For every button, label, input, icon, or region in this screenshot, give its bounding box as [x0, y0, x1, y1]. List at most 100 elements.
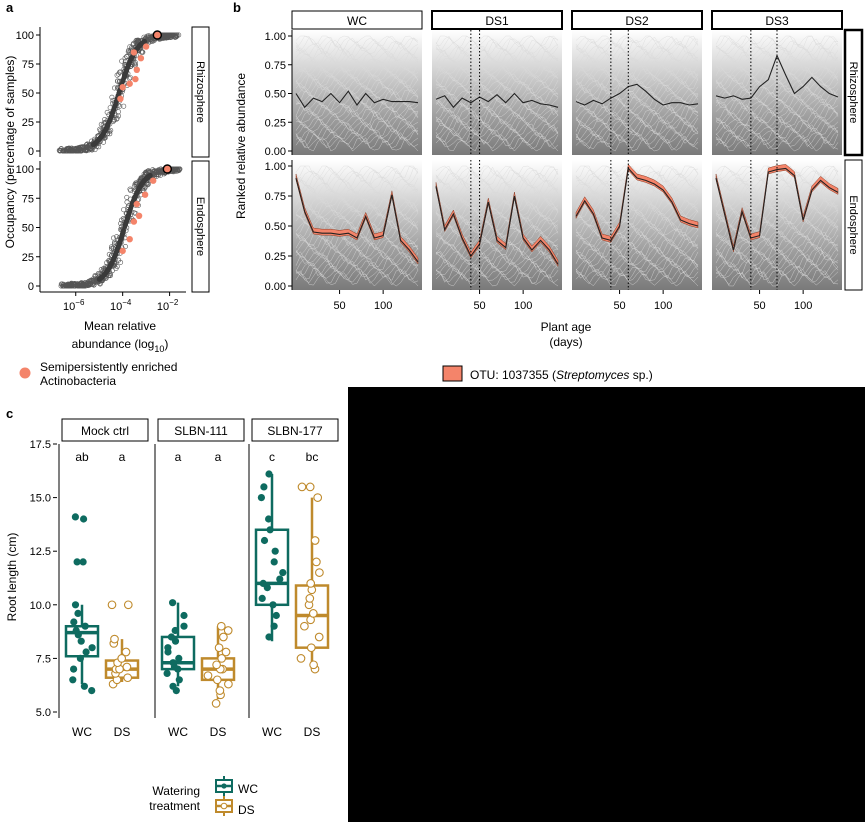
otu-point: [132, 61, 138, 67]
data-point: [219, 632, 228, 642]
data-point: [74, 609, 82, 618]
otu-point: [84, 142, 90, 148]
data-point: [70, 618, 78, 626]
ranked-otu-line: [295, 272, 419, 287]
x-label: DS: [210, 725, 227, 739]
otu-point: [119, 217, 125, 223]
ranked-otu-line: [435, 86, 559, 102]
highlight-point: [137, 55, 145, 62]
otu-point-dense: [109, 111, 115, 116]
ranked-otu-line: [575, 273, 699, 287]
ranked-otu-line: [715, 167, 839, 183]
panel-a-plot-area: [40, 27, 186, 157]
data-point: [167, 633, 175, 641]
data-point: [82, 648, 90, 656]
ranked-otu-line: [575, 247, 699, 265]
ranked-otu-line: [295, 65, 419, 81]
ranked-otu-line: [435, 260, 559, 277]
ranked-otu-line: [435, 186, 559, 200]
data-point: [169, 599, 177, 607]
data-point: [88, 687, 96, 695]
otu-point: [92, 273, 98, 279]
data-point: [175, 676, 183, 684]
ranked-otu-line: [575, 96, 699, 113]
ranked-otu-line: [435, 81, 559, 95]
panel-c-facet-slbn-111: SLBN-111 a WC a DS: [154, 418, 245, 739]
ranked-otu-line: [295, 90, 419, 107]
ranked-otu-line: [435, 205, 559, 221]
otu-point-dense: [100, 274, 106, 279]
panel-c-facet-mock-ctrl: Mock ctrl ab WC a DS: [58, 418, 149, 739]
ranked-otu-line: [575, 233, 699, 250]
otu-point: [94, 279, 100, 285]
data-point: [169, 682, 177, 690]
x-label: WC: [72, 725, 92, 739]
ranked-otu-line: [715, 82, 839, 98]
otu-point: [122, 244, 128, 250]
ranked-otu-line: [435, 200, 559, 216]
panel-a-strip: [191, 26, 210, 158]
ranked-otu-line: [435, 123, 559, 138]
significance-letter: c: [269, 450, 275, 464]
legend-a-text-2: Actinobacteria: [40, 374, 116, 388]
data-point: [308, 609, 318, 618]
legend-key-point: [220, 802, 228, 810]
otu-point: [128, 188, 134, 194]
ranked-otu-line: [575, 48, 699, 65]
ranked-otu-line: [295, 50, 419, 68]
otu-point: [131, 184, 137, 190]
otu-line: [575, 167, 699, 242]
otu-point: [174, 32, 180, 38]
otu-point: [76, 148, 82, 154]
panel-a-ylabel: Occupancy (percentage of samples): [3, 56, 17, 249]
otu-point-dense: [135, 44, 141, 50]
ranked-otu-line: [295, 236, 419, 251]
ranked-otu-line: [715, 179, 839, 196]
otu-point: [87, 281, 93, 287]
ranked-otu-line: [295, 202, 419, 220]
otu-point: [69, 147, 75, 153]
otu-point: [57, 148, 63, 154]
legend-c-title-1: Watering: [152, 784, 200, 798]
box-iqr: [254, 528, 290, 607]
ranked-otu-line: [295, 165, 419, 181]
ranked-otu-line: [435, 243, 559, 258]
y-tick-label: 100: [16, 30, 34, 42]
panel-b-facet-wc: WC 50 100: [291, 10, 423, 312]
ranked-otu-line: [435, 221, 559, 235]
panel-b-strip: [431, 10, 563, 30]
data-point: [217, 654, 227, 663]
otu-point: [122, 55, 128, 61]
data-point: [258, 594, 266, 603]
data-point: [315, 568, 324, 577]
ranked-otu-line: [435, 267, 559, 283]
ranked-otu-line: [295, 232, 419, 250]
data-point: [211, 699, 221, 708]
ranked-otu-line: [715, 196, 839, 214]
panel-b-label: b: [233, 0, 241, 15]
highlight-point: [130, 49, 138, 56]
ranked-otu-line: [295, 194, 419, 210]
otu-point: [131, 210, 137, 216]
ranked-otu-line: [435, 108, 559, 125]
ranked-otu-line: [435, 120, 559, 137]
ranked-otu-line: [575, 138, 699, 152]
otu-point: [145, 180, 151, 186]
ranked-otu-line: [295, 119, 419, 135]
ranked-otu-line: [295, 37, 419, 53]
x-tick-label: 100: [794, 300, 812, 312]
panel-c-strip: [251, 418, 339, 442]
ranked-otu-line: [295, 181, 419, 199]
ranked-otu-line: [435, 196, 559, 213]
x-label: WC: [262, 725, 282, 739]
data-point: [309, 660, 318, 670]
ranked-otu-line: [435, 254, 559, 270]
panel-c-strip-label: SLBN-177: [267, 424, 323, 438]
ranked-otu-line: [435, 194, 559, 210]
data-point: [163, 669, 171, 678]
ranked-otu-line: [295, 67, 419, 84]
ranked-otu-line: [295, 165, 419, 178]
data-point: [117, 654, 127, 663]
otu-point: [158, 170, 164, 176]
significance-letter: a: [119, 450, 126, 464]
